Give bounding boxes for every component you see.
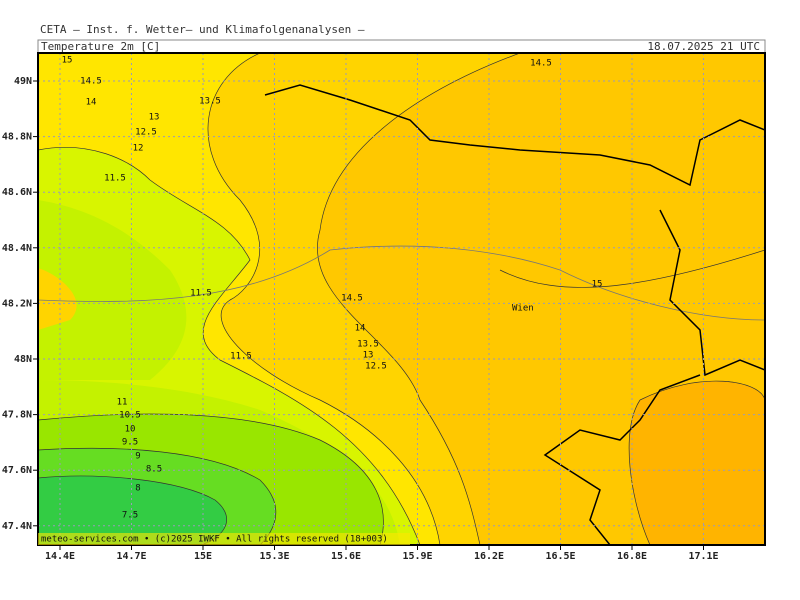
river — [38, 245, 765, 321]
map-area — [38, 53, 765, 545]
contour-label: 13 — [363, 351, 374, 361]
valid-time: 18.07.2025 21 UTC — [647, 40, 760, 53]
fill-8 — [38, 476, 227, 545]
lon-label: 15.6E — [331, 551, 361, 562]
contour-label: 11.5 — [230, 352, 252, 362]
contour-label: 11.5 — [104, 174, 126, 184]
lon-label: 14.4E — [45, 551, 75, 562]
credit: meteo-services.com • (c)2025 IWKF • All … — [41, 535, 388, 545]
lat-label: 47.4N — [2, 521, 32, 532]
contour-label: 13.5 — [357, 340, 379, 350]
contour-label: 12.5 — [365, 362, 387, 372]
credit-bg — [38, 533, 410, 545]
contour-label: 12 — [133, 144, 144, 154]
place-label: Wien — [512, 304, 534, 314]
isoline — [499, 249, 765, 288]
fill-patch — [38, 268, 77, 330]
contour-label: 14.5 — [341, 294, 363, 304]
contour-label: 10 — [125, 425, 136, 435]
contour-label: 15 — [62, 56, 73, 66]
lat-label: 47.8N — [2, 410, 32, 421]
contour-label: 14.5 — [530, 59, 552, 69]
contour-label: 11 — [117, 398, 128, 408]
isoline — [38, 413, 384, 545]
lon-label: 15.3E — [259, 551, 289, 562]
isoline — [628, 380, 765, 545]
contour-label: 11.5 — [190, 289, 212, 299]
contour-label: 14.5 — [80, 77, 102, 87]
contour-label: 14 — [86, 98, 97, 108]
lat-label: 49N — [14, 76, 32, 87]
contour-label: 13.5 — [199, 97, 221, 107]
contour-label: 9.5 — [122, 438, 138, 448]
lon-label: 15E — [194, 551, 212, 562]
contour-label: 8.5 — [146, 465, 162, 475]
contour-label: 15 — [592, 280, 603, 290]
header-line: CETA — Inst. f. Wetter— und Klimafolgena… — [40, 23, 365, 36]
contour-label: 14 — [355, 324, 366, 334]
lat-label: 48N — [14, 354, 32, 365]
contour-label: 13 — [149, 113, 160, 123]
contour-label: 7.5 — [122, 511, 138, 521]
lat-label: 47.6N — [2, 465, 32, 476]
lat-label: 48.8N — [2, 132, 32, 143]
field-name: Temperature 2m [C] — [41, 40, 160, 53]
lat-label: 48.6N — [2, 187, 32, 198]
lon-label: 16.5E — [545, 551, 575, 562]
contour-label: 8 — [135, 484, 140, 494]
contour-label: 10.5 — [119, 411, 141, 421]
contour-label: 9 — [135, 452, 140, 462]
isoline — [207, 53, 441, 545]
lat-label: 48.2N — [2, 298, 32, 309]
border — [264, 84, 765, 545]
isoline — [317, 53, 521, 545]
lon-label: 17.1E — [688, 551, 718, 562]
contour-label: 12.5 — [135, 128, 157, 138]
lat-label: 48.4N — [2, 243, 32, 254]
lon-label: 15.9E — [402, 551, 432, 562]
isoline — [38, 147, 421, 545]
lon-label: 14.7E — [116, 551, 146, 562]
fill-warm-patch — [629, 381, 765, 545]
lon-label: 16.2E — [474, 551, 504, 562]
lon-label: 16.8E — [617, 551, 647, 562]
